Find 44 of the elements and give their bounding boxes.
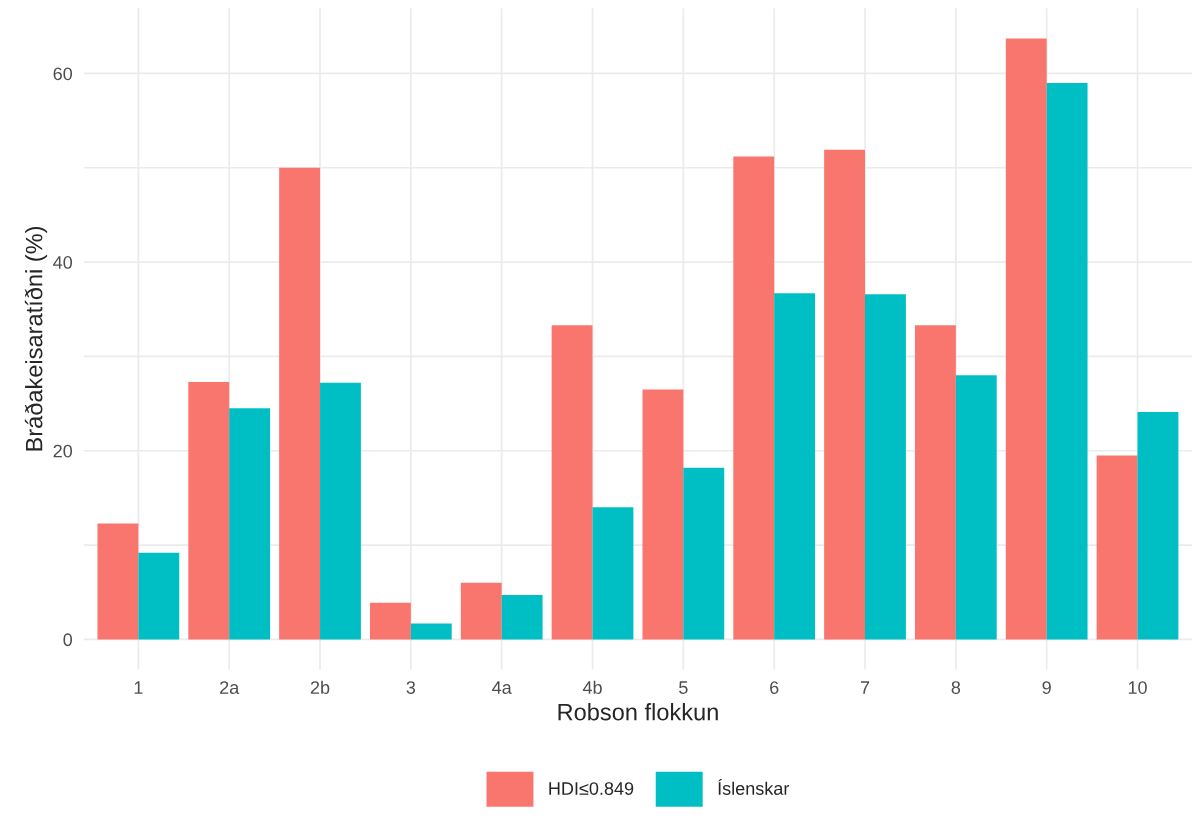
bar: [188, 381, 230, 640]
x-axis-title: Robson flokkun: [558, 703, 718, 721]
x-tick-label: 9: [1042, 681, 1051, 694]
bar: [229, 408, 271, 640]
y-tick-label: 0: [63, 633, 73, 647]
bar: [774, 293, 816, 640]
bar: [1005, 38, 1047, 640]
x-tick-label: 7: [860, 681, 870, 694]
bar: [865, 294, 906, 640]
x-tick-label: 10: [1128, 681, 1147, 694]
x-tick-label: 5: [679, 681, 688, 694]
x-tick-label: 2b: [310, 680, 330, 694]
x-tick-label: 6: [770, 681, 779, 694]
bar: [138, 552, 180, 640]
legend-label: HDI≤0.849: [549, 782, 634, 795]
bar: [320, 382, 361, 640]
x-tick-label: 1: [134, 681, 143, 694]
x-tick-label: 3: [406, 681, 416, 694]
bar: [369, 602, 411, 640]
x-tick-label: 4b: [582, 680, 602, 694]
bar: [733, 156, 775, 640]
bar: [642, 389, 684, 640]
x-tick-label: 4a: [492, 681, 512, 694]
bar: [1137, 412, 1179, 640]
y-tick-label: 40: [53, 256, 73, 269]
bar: [592, 507, 634, 640]
bar: [97, 523, 139, 640]
legend-label: Íslenskar: [718, 779, 790, 795]
bar: [824, 149, 866, 640]
x-tick-label: 8: [951, 681, 961, 694]
bar: [410, 623, 452, 640]
bar: [683, 467, 725, 640]
y-tick-label: 20: [53, 444, 73, 458]
bar: [1046, 82, 1088, 640]
bar: [460, 582, 502, 640]
bar: [551, 325, 593, 640]
y-tick-label: 60: [53, 67, 73, 81]
bar: [501, 595, 543, 640]
bar: [1096, 455, 1138, 640]
y-axis-title: Bráðakeisaratíðni (%): [24, 226, 48, 451]
bar: [955, 375, 997, 640]
bar: [914, 325, 956, 640]
x-tick-label: 2a: [220, 681, 240, 694]
bar: [279, 167, 321, 640]
